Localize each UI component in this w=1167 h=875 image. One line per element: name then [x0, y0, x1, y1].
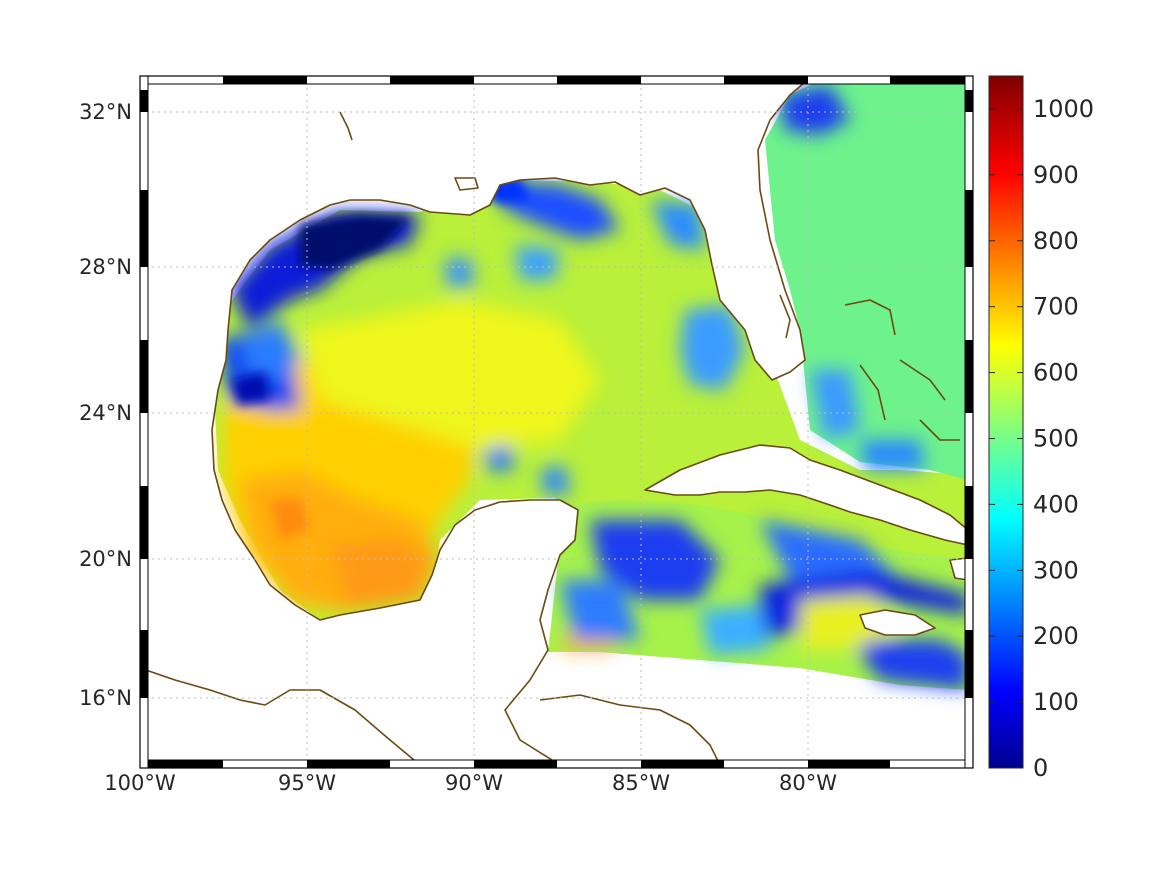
- x-tick-label: 90°W: [445, 771, 503, 795]
- map-frame: [139, 75, 974, 769]
- atlantic-field: [765, 80, 968, 480]
- land-north-america: [140, 76, 813, 766]
- y-tick-label: 16°N: [79, 686, 132, 710]
- colorbar-tick-label: 100: [1033, 688, 1079, 716]
- colorbar-tick-label: 800: [1033, 227, 1079, 255]
- x-axis-labels: 100°W 95°W 90°W 85°W 80°W: [104, 771, 837, 795]
- y-tick-label: 28°N: [79, 255, 132, 279]
- colorbar-tick-label: 200: [1033, 622, 1079, 650]
- colorbar-tick-label: 500: [1033, 424, 1079, 452]
- land: [140, 76, 969, 766]
- colorbar-tick-label: 300: [1033, 556, 1079, 584]
- colorbar-gradient: [988, 75, 1024, 769]
- colorbar-tick-label: 600: [1033, 359, 1079, 387]
- colorbar-ticks: 0 100 200 300 400 500 600 700 800 900 1000: [989, 95, 1094, 782]
- colorbar-tick-label: 1000: [1033, 95, 1094, 123]
- y-tick-label: 32°N: [79, 100, 132, 124]
- x-tick-label: 100°W: [104, 771, 176, 795]
- colorbar-tick-label: 400: [1033, 490, 1079, 518]
- colorbar-tick-label: 700: [1033, 293, 1079, 321]
- x-tick-label: 80°W: [779, 771, 837, 795]
- gridlines: [140, 76, 973, 768]
- y-axis-labels: 32°N 28°N 24°N 20°N 16°N: [79, 100, 132, 710]
- colorbar: 0 100 200 300 400 500 600 700 800 900 1000: [988, 75, 1094, 782]
- colorbar-tick-label: 0: [1033, 754, 1048, 782]
- land-cuba: [644, 444, 969, 546]
- x-tick-label: 95°W: [278, 771, 336, 795]
- y-tick-label: 20°N: [79, 547, 132, 571]
- land-jamaica: [859, 609, 936, 636]
- x-tick-label: 85°W: [612, 771, 670, 795]
- colorbar-tick-label: 900: [1033, 161, 1079, 189]
- y-tick-label: 24°N: [79, 401, 132, 425]
